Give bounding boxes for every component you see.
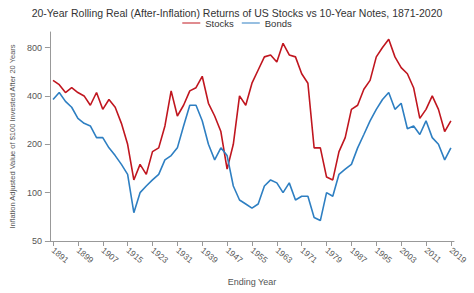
svg-text:Ending Year: Ending Year <box>228 277 277 287</box>
svg-text:1971: 1971 <box>298 245 319 265</box>
svg-text:1987: 1987 <box>348 245 369 265</box>
svg-text:1931: 1931 <box>174 245 195 265</box>
svg-text:2011: 2011 <box>423 245 444 265</box>
svg-text:1899: 1899 <box>75 245 96 265</box>
svg-text:1955: 1955 <box>249 245 270 265</box>
svg-text:2003: 2003 <box>398 245 419 265</box>
svg-text:1963: 1963 <box>274 245 295 265</box>
svg-text:1907: 1907 <box>100 245 121 265</box>
svg-text:1891: 1891 <box>50 245 71 265</box>
svg-text:1923: 1923 <box>149 245 170 265</box>
svg-text:400: 400 <box>27 91 42 101</box>
svg-text:1995: 1995 <box>373 245 394 265</box>
svg-text:1915: 1915 <box>124 245 145 265</box>
svg-text:100: 100 <box>27 188 42 198</box>
svg-text:20-Year Rolling Real (After-In: 20-Year Rolling Real (After-Inflation) R… <box>32 7 443 19</box>
svg-text:1939: 1939 <box>199 245 220 265</box>
svg-text:2019: 2019 <box>448 245 469 265</box>
svg-text:Inflation Adjusted Value of $1: Inflation Adjusted Value of $100 Investe… <box>8 44 17 228</box>
svg-text:1979: 1979 <box>323 245 344 265</box>
svg-text:200: 200 <box>27 139 42 149</box>
svg-text:Bonds: Bonds <box>265 18 292 29</box>
svg-text:1947: 1947 <box>224 245 245 265</box>
svg-text:800: 800 <box>27 43 42 53</box>
svg-text:Stocks: Stocks <box>205 18 234 29</box>
svg-text:50: 50 <box>32 236 42 246</box>
